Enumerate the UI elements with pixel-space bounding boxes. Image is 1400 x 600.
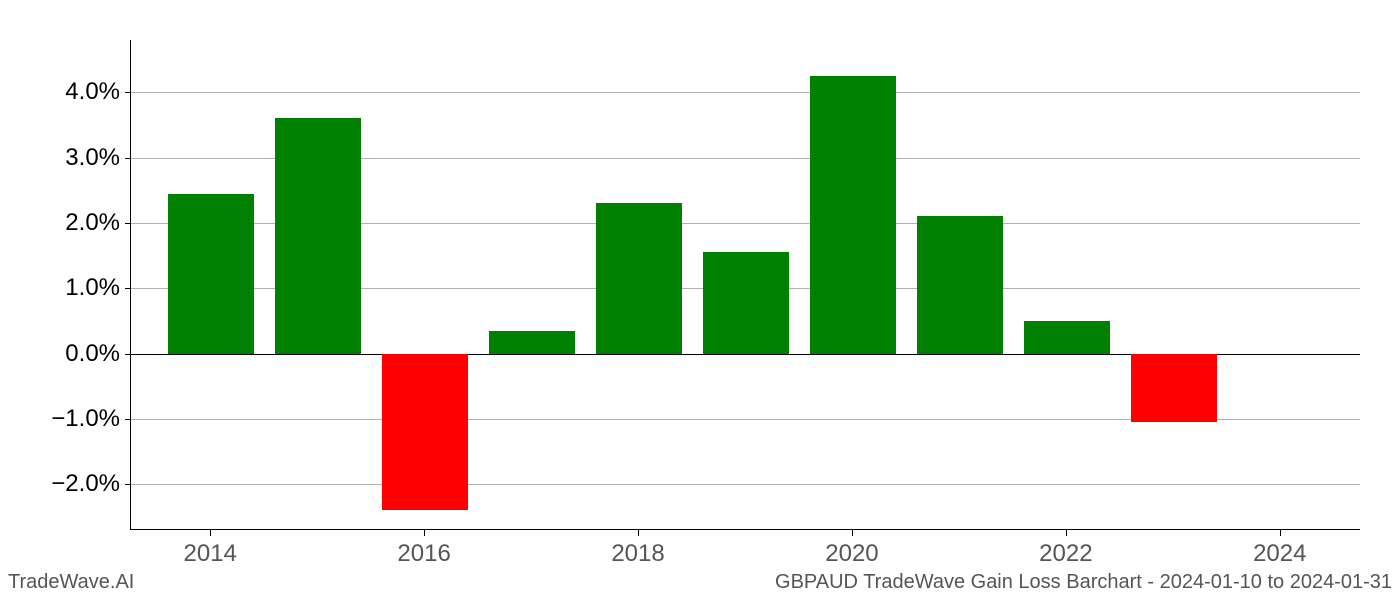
x-tick-label: 2020: [825, 540, 878, 568]
bar: [1131, 354, 1217, 423]
gridline: [131, 484, 1360, 485]
chart-plot-area: [130, 40, 1360, 530]
bars-layer: [131, 40, 1360, 529]
y-tick-mark: [125, 484, 131, 485]
gridline: [131, 92, 1360, 93]
footer-brand: TradeWave.AI: [8, 571, 134, 594]
y-tick-label: 2.0%: [20, 209, 120, 237]
x-tick-mark: [852, 530, 853, 536]
x-tick-label: 2022: [1039, 540, 1092, 568]
y-tick-mark: [125, 419, 131, 420]
y-tick-label: 1.0%: [20, 274, 120, 302]
y-tick-label: 3.0%: [20, 144, 120, 172]
bar: [810, 76, 896, 354]
y-tick-mark: [125, 158, 131, 159]
bar: [596, 203, 682, 353]
x-tick-mark: [1066, 530, 1067, 536]
y-tick-mark: [125, 223, 131, 224]
y-tick-mark: [125, 354, 131, 355]
y-tick-label: −1.0%: [20, 405, 120, 433]
footer-caption: GBPAUD TradeWave Gain Loss Barchart - 20…: [775, 571, 1392, 594]
x-tick-mark: [424, 530, 425, 536]
bar: [168, 194, 254, 354]
y-tick-label: −2.0%: [20, 470, 120, 498]
bar: [917, 216, 1003, 353]
bar: [275, 118, 361, 353]
y-tick-mark: [125, 288, 131, 289]
x-tick-mark: [638, 530, 639, 536]
x-tick-label: 2018: [611, 540, 664, 568]
y-tick-label: 4.0%: [20, 78, 120, 106]
x-tick-label: 2016: [397, 540, 450, 568]
bar: [1024, 321, 1110, 354]
y-tick-mark: [125, 92, 131, 93]
x-tick-label: 2014: [184, 540, 237, 568]
x-tick-mark: [1280, 530, 1281, 536]
bar: [703, 252, 789, 353]
bar: [489, 331, 575, 354]
x-tick-mark: [210, 530, 211, 536]
x-tick-label: 2024: [1253, 540, 1306, 568]
y-tick-label: 0.0%: [20, 340, 120, 368]
bar: [382, 354, 468, 511]
